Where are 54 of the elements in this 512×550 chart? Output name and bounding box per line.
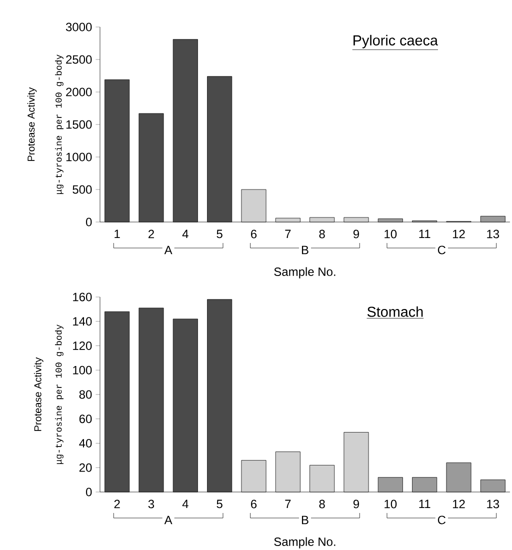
y-tick-label: 120	[73, 342, 92, 350]
y-tick-label: 2500	[66, 55, 92, 64]
text: C	[438, 516, 446, 524]
x-tick-label: 10	[384, 230, 397, 238]
x-tick-label: 1	[114, 230, 120, 238]
x-tick-label: 4	[182, 230, 188, 238]
text: B	[302, 516, 308, 524]
y-tick-label: 100	[73, 366, 92, 374]
y-tick-label: 160	[73, 292, 92, 302]
x-tick-label: 12	[452, 230, 465, 238]
text: Stomach	[367, 306, 423, 317]
y-tick-label: 2000	[66, 88, 92, 96]
x-axis-title: Sample No.	[274, 537, 336, 548]
y-tick-label: 140	[73, 317, 92, 326]
x-tick-label: 9	[353, 500, 360, 508]
x-tick-label: 8	[319, 230, 325, 238]
x-tick-label: 6	[251, 230, 257, 238]
y-tick-label: 80	[79, 390, 92, 399]
y-axis-title: Protease Activity	[34, 357, 44, 431]
y-tick-label: 60	[79, 414, 92, 424]
x-tick-label: 2	[114, 500, 120, 508]
text: μg-tyrosine per 100 g-body	[55, 54, 64, 194]
x-tick-label: 6	[251, 500, 257, 508]
text: Pyloric caeca	[354, 34, 438, 48]
x-tick-label: 11	[419, 230, 430, 238]
y-tick-label: 500	[72, 185, 92, 194]
x-tick-label: 5	[216, 500, 222, 508]
y-tick-label: 0	[86, 488, 92, 496]
x-tick-label: 13	[487, 230, 500, 238]
text: μg-tyrosine per 100 g-body	[55, 324, 64, 464]
x-tick-label: 5	[216, 230, 222, 238]
x-tick-label: 2	[148, 230, 154, 238]
x-tick-label: 4	[182, 500, 188, 508]
x-tick-label: 13	[487, 500, 500, 508]
y-tick-label: 1500	[66, 120, 92, 129]
x-axis-title: Sample No.	[274, 267, 336, 278]
text: A	[164, 516, 172, 524]
y-tick-label: 20	[79, 463, 92, 472]
y-axis-title: Protease Activity	[27, 87, 37, 161]
x-tick-label: 7	[285, 500, 291, 508]
text: C	[438, 246, 446, 254]
x-tick-label: 8	[319, 500, 325, 508]
y-tick-label: 40	[79, 439, 92, 448]
text: B	[302, 246, 308, 254]
x-tick-label: 12	[452, 500, 465, 508]
text: A	[164, 246, 172, 254]
x-tick-label: 10	[384, 500, 397, 508]
y-tick-label: 0	[86, 218, 92, 226]
x-tick-label: 3	[148, 500, 154, 508]
x-tick-label: 11	[419, 500, 430, 508]
x-tick-label: 7	[285, 230, 291, 238]
x-tick-label: 9	[353, 230, 360, 238]
y-tick-label: 1000	[66, 152, 92, 162]
y-tick-label: 3000	[66, 22, 92, 32]
